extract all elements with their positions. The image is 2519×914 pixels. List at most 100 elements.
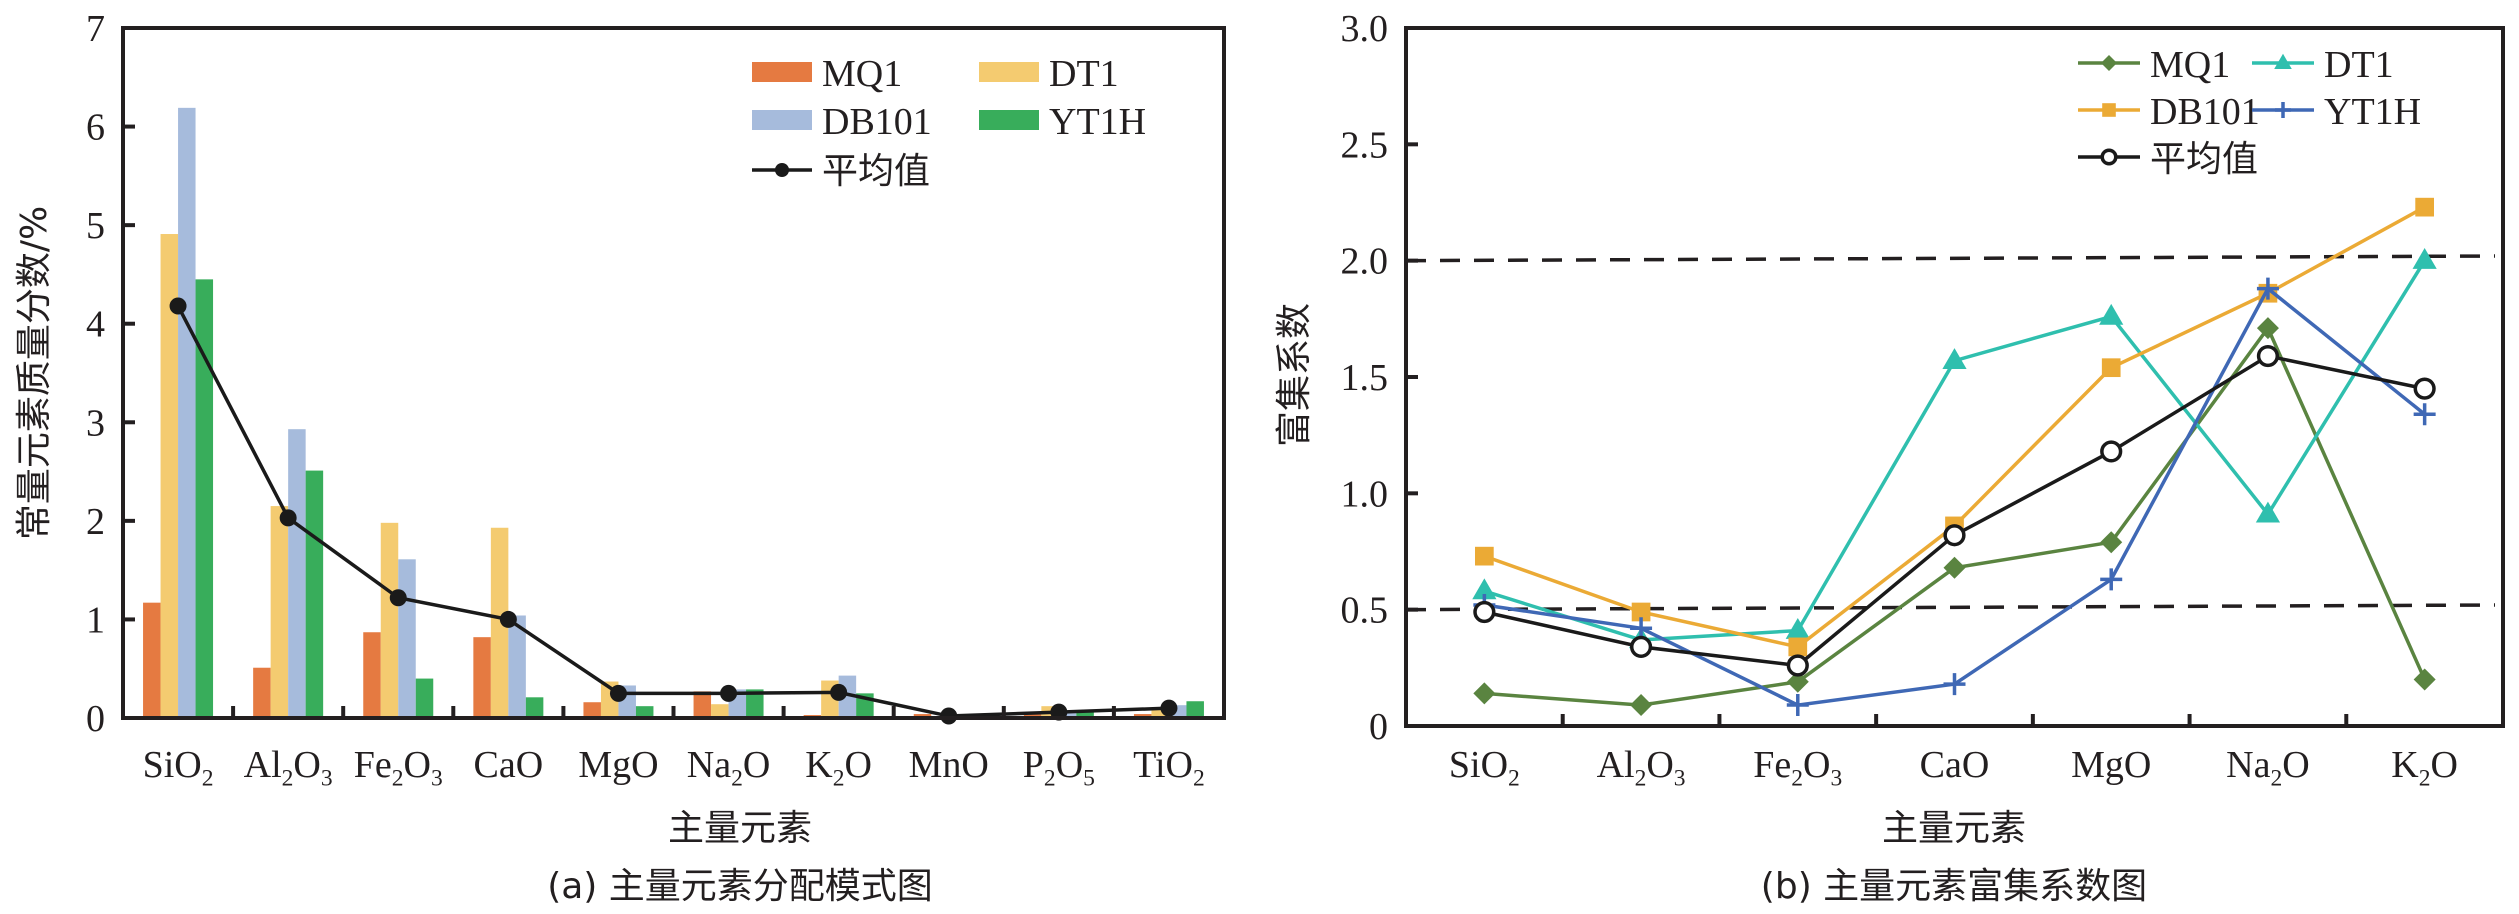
mean-point-sio2 xyxy=(169,297,187,315)
legend-label-db101: DB101 xyxy=(2150,91,2260,133)
bar-db101-fe2o3 xyxy=(398,559,416,718)
x-tick-label: Al2O3 xyxy=(1597,744,1686,791)
x-tick-label: K2O xyxy=(2391,744,2458,791)
point-mean-fe2o3 xyxy=(1786,654,1809,677)
x-tick-label: CaO xyxy=(1920,744,1990,786)
y-tick-label: 6 xyxy=(86,107,105,149)
mean-point-k2o xyxy=(830,683,848,701)
point-mq1-fe2o3 xyxy=(1786,670,1809,693)
y-tick-label: 0 xyxy=(1369,706,1388,748)
bar-yt1h-al2o3 xyxy=(305,470,324,718)
x-tick-label: Na2O xyxy=(687,744,771,791)
point-yt1h-mgo xyxy=(2100,568,2123,591)
bar-yt1h-sio2 xyxy=(195,279,214,718)
series-line-dt1 xyxy=(1483,259,2427,642)
series-group xyxy=(1472,197,2437,717)
y-tick-label: 4 xyxy=(86,304,105,346)
bar-dt1-fe2o3 xyxy=(380,522,399,718)
mean-line xyxy=(176,305,1170,718)
y-tick-label: 1 xyxy=(86,599,105,641)
legend-label-mean: 平均值 xyxy=(2150,139,2258,180)
x-tick-label: MnO xyxy=(909,744,989,786)
point-mean-sio2 xyxy=(1473,600,1496,624)
reference-line-2 xyxy=(1405,254,2496,263)
x-ticks xyxy=(231,706,1116,718)
bar-dt1-na2o xyxy=(711,704,729,718)
bar-yt1h-cao xyxy=(525,697,544,718)
point-dt1-na2o xyxy=(2255,501,2281,523)
series-line-db101 xyxy=(1483,205,2426,649)
panel-caption: (b) 主量元素富集系数图 xyxy=(1761,866,2147,907)
point-mean-na2o xyxy=(2256,344,2280,368)
legend-marker-mean xyxy=(2100,148,2118,166)
mean-point-cao xyxy=(499,610,517,628)
legend: MQ1 DT1 DB101 YT1H 平均值 xyxy=(752,53,1146,192)
legend-label-dt1: DT1 xyxy=(1049,53,1119,95)
legend-mean-marker xyxy=(775,163,789,177)
legend-label-yt1h: YT1H xyxy=(2324,91,2421,133)
point-mean-al2o3 xyxy=(1629,635,1653,658)
legend-label-dt1: DT1 xyxy=(2324,44,2394,86)
bar-yt1h-na2o xyxy=(746,689,764,718)
legend-swatch-db101 xyxy=(752,110,812,130)
x-tick-label: Al2O3 xyxy=(244,744,333,791)
point-db101-al2o3 xyxy=(1631,602,1651,622)
x-tick-label: K2O xyxy=(805,744,872,791)
point-db101-k2o xyxy=(2415,197,2434,217)
bars-group xyxy=(143,107,1204,719)
x-tick-label: MgO xyxy=(578,744,658,786)
point-mean-mgo xyxy=(2100,440,2123,463)
x-tick-label: P2O5 xyxy=(1023,744,1095,791)
x-tick-label: TiO2 xyxy=(1133,744,1205,791)
point-dt1-mgo xyxy=(2099,303,2124,325)
point-yt1h-cao xyxy=(1943,673,1966,696)
y-tick-label: 5 xyxy=(86,205,105,247)
y-tick-label: 1.0 xyxy=(1341,473,1389,515)
bar-mq1-fe2o3 xyxy=(363,632,381,718)
y-tick-label: 3.0 xyxy=(1341,8,1389,50)
mean-point-mgo xyxy=(609,684,627,702)
reference-line-0.5 xyxy=(1405,603,2496,612)
bar-yt1h-tio2 xyxy=(1186,701,1204,718)
x-axis-title: 主量元素 xyxy=(668,808,812,849)
point-mq1-al2o3 xyxy=(1630,694,1653,717)
x-tick-labels: SiO2 Al2O3 Fe2O3 CaO MgO Na2O K2O MnO P2O5 TiO2 xyxy=(143,744,1205,791)
bar-mq1-mgo xyxy=(583,702,601,718)
y-ticks: 0 1 2 3 4 5 6 7 xyxy=(86,8,135,740)
legend-marker-db101 xyxy=(2102,103,2116,117)
bar-mq1-na2o xyxy=(693,691,712,718)
legend-label-mq1: MQ1 xyxy=(2150,44,2230,86)
y-ticks: 0 0.5 1.0 1.5 2.0 2.5 3.0 xyxy=(1341,8,1418,748)
point-mq1-k2o xyxy=(2413,668,2436,691)
x-tick-label: SiO2 xyxy=(1449,744,1520,791)
y-tick-label: 2.5 xyxy=(1341,124,1389,166)
x-axis-title: 主量元素 xyxy=(1882,808,2026,849)
x-tick-label: MgO xyxy=(2071,744,2151,786)
x-tick-label: SiO2 xyxy=(143,744,214,791)
legend-swatch-dt1 xyxy=(979,62,1039,82)
point-db101-mgo xyxy=(2101,358,2121,378)
bar-mq1-al2o3 xyxy=(253,667,271,718)
y-tick-label: 7 xyxy=(86,8,105,50)
panel-caption: (a) 主量元素分配模式图 xyxy=(547,866,933,907)
bar-yt1h-mgo xyxy=(635,706,654,718)
panel-a-bar-chart: 0 1 2 3 4 5 6 7 SiO2 Al2O3 Fe2O3 CaO MgO Na2O K2O MnO P… xyxy=(14,8,1226,907)
x-tick-label: Fe2O3 xyxy=(354,744,443,791)
point-mq1-na2o xyxy=(2256,317,2279,340)
point-mq1-sio2 xyxy=(1473,682,1496,705)
legend-label-yt1h: YT1H xyxy=(1049,101,1146,143)
bar-mq1-sio2 xyxy=(143,602,161,718)
point-mq1-cao xyxy=(1943,556,1966,579)
point-db101-sio2 xyxy=(1475,546,1494,566)
point-dt1-k2o xyxy=(2412,248,2437,269)
bar-db101-cao xyxy=(508,615,526,718)
point-yt1h-na2o xyxy=(2256,277,2279,300)
bar-yt1h-p2o5 xyxy=(1076,712,1094,718)
y-tick-label: 3 xyxy=(86,402,105,444)
bar-db101-p2o5 xyxy=(1058,713,1077,718)
y-axis-title: 富集系数 xyxy=(1274,303,1315,447)
point-yt1h-fe2o3 xyxy=(1786,694,1809,717)
bar-mq1-cao xyxy=(473,637,491,718)
panel-b-line-chart: 0 0.5 1.0 1.5 2.0 2.5 3.0 SiO2 Al2O3 Fe2O3 CaO MgO… xyxy=(1274,8,2505,907)
